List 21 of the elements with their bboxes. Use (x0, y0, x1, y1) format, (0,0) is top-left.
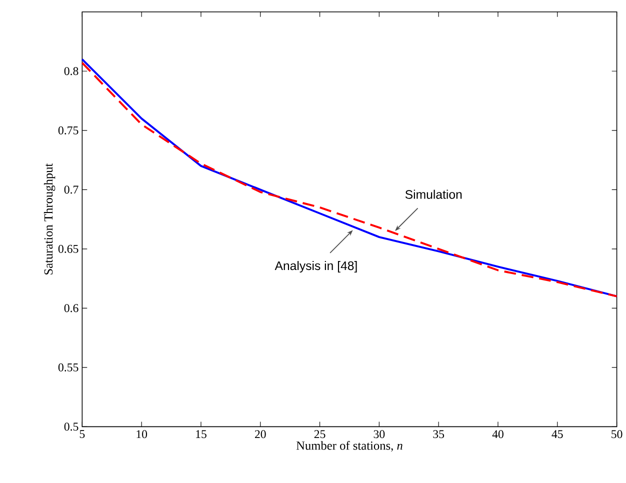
x-axis-title: Number of stations, n (296, 440, 402, 452)
x-tick-label: 10 (136, 430, 148, 438)
x-tick-label: 40 (492, 430, 504, 438)
x-tick-label: 5 (80, 430, 85, 438)
x-tick-label: 30 (374, 430, 385, 438)
y-tick-label: 0.65 (58, 244, 78, 253)
y-tick-label: 0.55 (58, 363, 78, 372)
annotation: Simulation (405, 190, 462, 199)
x-tick-label: 15 (196, 430, 206, 438)
y-tick-label: 0.75 (58, 126, 78, 134)
y-tick-label: 0.5 (64, 422, 78, 431)
y-tick-label: 0.8 (64, 67, 78, 76)
x-tick-label: 50 (612, 430, 622, 438)
y-tick-label: 0.7 (64, 186, 78, 194)
x-tick-label: 25 (314, 430, 326, 438)
x-tick-label: 35 (433, 430, 444, 438)
y-tick-label: 0.6 (64, 304, 78, 312)
x-tick-label: 45 (552, 430, 563, 438)
x-tick-label: 20 (254, 430, 266, 438)
y-axis-title: Saturation Throughput (44, 163, 56, 274)
annotation: Analysis in [48] (274, 260, 357, 272)
